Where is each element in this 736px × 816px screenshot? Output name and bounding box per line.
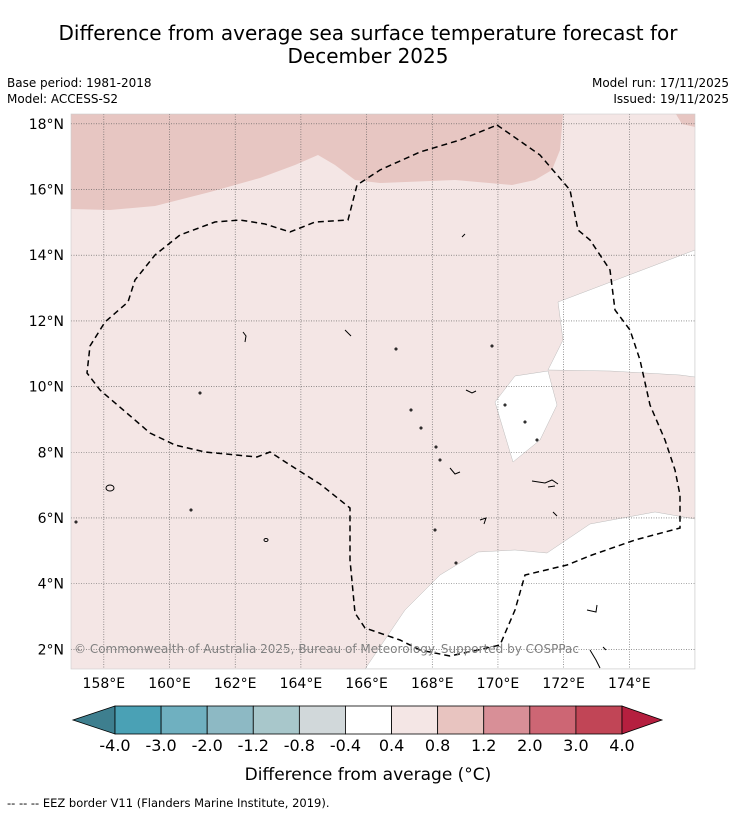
- longitude-labels: 158°E 160°E 162°E 164°E 166°E 168°E 170°E 172°E…: [83, 676, 651, 692]
- anomaly-region-warm-north: [71, 114, 695, 210]
- island: [242, 331, 247, 343]
- colorbar-cell: [206, 705, 254, 735]
- island: [434, 445, 438, 449]
- chart-title-line-1: Difference from average sea surface temp…: [58, 21, 678, 45]
- island: [394, 347, 398, 351]
- colorbar-title: Difference from average (°C): [245, 765, 492, 785]
- colorbar-cell: [437, 705, 485, 735]
- colorbar: -4.0 -3.0 -2.0 -1.2 -0.8 -0.4 0.4 0.8 1.2 2.0 3.0 4…: [71, 705, 664, 785]
- latitude-tick-label: 4°N: [38, 577, 64, 593]
- colorbar-cell: [345, 705, 392, 735]
- colorbar-over-arrow: [621, 705, 664, 735]
- latitude-labels: 18°N 16°N 14°N 12°N 10°N 8°N 6°N 4°N 2°N: [29, 117, 64, 658]
- model-text: Model: ACCESS-S2: [7, 92, 119, 106]
- longitude-tick-label: 166°E: [345, 676, 388, 692]
- colorbar-cell: [298, 705, 346, 735]
- latitude-tick-label: 18°N: [29, 117, 64, 133]
- island: [263, 538, 269, 542]
- colorbar-under-arrow: [71, 705, 116, 735]
- island: [589, 649, 601, 669]
- model-run-text: Model run: 17/11/2025: [591, 76, 729, 90]
- colorbar-tick-label: 3.0: [563, 736, 588, 755]
- colorbar-cell: [391, 705, 439, 735]
- colorbar-cell: [114, 705, 162, 735]
- island: [547, 485, 556, 488]
- longitude-tick-label: 164°E: [280, 676, 323, 692]
- island: [552, 511, 558, 517]
- island: [344, 329, 352, 337]
- colorbar-tick-label: 2.0: [517, 736, 542, 755]
- copyright-credit: © Commonwealth of Australia 2025, Bureau…: [74, 642, 579, 656]
- island: [454, 561, 458, 565]
- neutral-region-central: [494, 370, 558, 463]
- island: [74, 520, 78, 524]
- colorbar-tick-label: 0.8: [425, 736, 450, 755]
- island: [503, 403, 507, 407]
- colorbar-tick-label: 1.2: [471, 736, 496, 755]
- island: [461, 233, 466, 238]
- latitude-tick-label: 8°N: [38, 445, 64, 461]
- longitude-tick-label: 158°E: [83, 676, 126, 692]
- latitude-tick-label: 12°N: [29, 314, 64, 330]
- chart-title: Difference from average sea surface temp…: [0, 22, 736, 68]
- longitude-tick-label: 162°E: [214, 676, 257, 692]
- colorbar-cell: [529, 705, 577, 735]
- colorbar-tick-label: -2.0: [192, 736, 223, 755]
- graticule: [71, 114, 695, 669]
- latitude-tick-label: 2°N: [38, 642, 64, 658]
- latitude-tick-label: 14°N: [29, 248, 64, 264]
- colorbar-tick-label: -3.0: [145, 736, 176, 755]
- latitude-tick-label: 10°N: [29, 380, 64, 396]
- colorbar-tick-label: -0.8: [284, 736, 315, 755]
- island: [465, 389, 477, 394]
- issued-text: Issued: 19/11/2025: [613, 92, 729, 106]
- colorbar-tick-label: -4.0: [99, 736, 130, 755]
- eez-legend-footer: -- -- -- EEZ border V11 (Flanders Marine…: [7, 796, 330, 810]
- colorbar-cell: [160, 705, 208, 735]
- colorbar-tick-label: 4.0: [609, 736, 634, 755]
- island: [602, 646, 607, 651]
- island: [105, 484, 115, 492]
- island: [490, 344, 494, 348]
- islands: [74, 233, 607, 669]
- meta-right: Model run: 17/11/2025 Issued: 19/11/2025: [592, 75, 729, 107]
- colorbar-cells: [114, 705, 623, 735]
- map-frame: [70, 113, 696, 670]
- longitude-tick-label: 172°E: [542, 676, 585, 692]
- chart-title-line-2: December 2025: [287, 44, 449, 68]
- island: [523, 420, 527, 424]
- map-area: © Commonwealth of Australia 2025, Bureau…: [71, 114, 695, 669]
- colorbar-cell: [483, 705, 531, 735]
- island: [535, 438, 539, 442]
- meta-left: Base period: 1981-2018 Model: ACCESS-S2: [7, 75, 152, 107]
- island: [479, 517, 487, 525]
- eez-border: [86, 124, 681, 657]
- anomaly-region-warm-corner: [676, 114, 695, 127]
- island: [433, 528, 437, 532]
- neutral-region-south: [364, 511, 695, 669]
- colorbar-tick-label: -1.2: [238, 736, 269, 755]
- colorbar-tick-label: -0.4: [330, 736, 361, 755]
- island: [189, 508, 193, 512]
- island: [531, 479, 559, 485]
- latitude-tick-label: 16°N: [29, 183, 64, 199]
- colorbar-tick-label: 0.4: [379, 736, 404, 755]
- island: [586, 604, 598, 613]
- colorbar-tick-labels: -4.0 -3.0 -2.0 -1.2 -0.8 -0.4 0.4 0.8 1.2 2.0 3.0 4…: [99, 736, 634, 755]
- latitude-tick-label: 6°N: [38, 511, 64, 527]
- base-period-text: Base period: 1981-2018: [7, 76, 152, 90]
- island: [438, 458, 442, 462]
- colorbar-cell: [252, 705, 300, 735]
- island: [449, 467, 461, 475]
- longitude-tick-label: 170°E: [477, 676, 520, 692]
- colorbar-cell: [575, 705, 623, 735]
- longitude-tick-label: 174°E: [608, 676, 651, 692]
- longitude-tick-label: 168°E: [411, 676, 454, 692]
- longitude-tick-label: 160°E: [148, 676, 191, 692]
- island: [419, 426, 423, 430]
- island: [198, 391, 202, 395]
- island: [409, 408, 413, 412]
- neutral-region-east: [547, 249, 695, 378]
